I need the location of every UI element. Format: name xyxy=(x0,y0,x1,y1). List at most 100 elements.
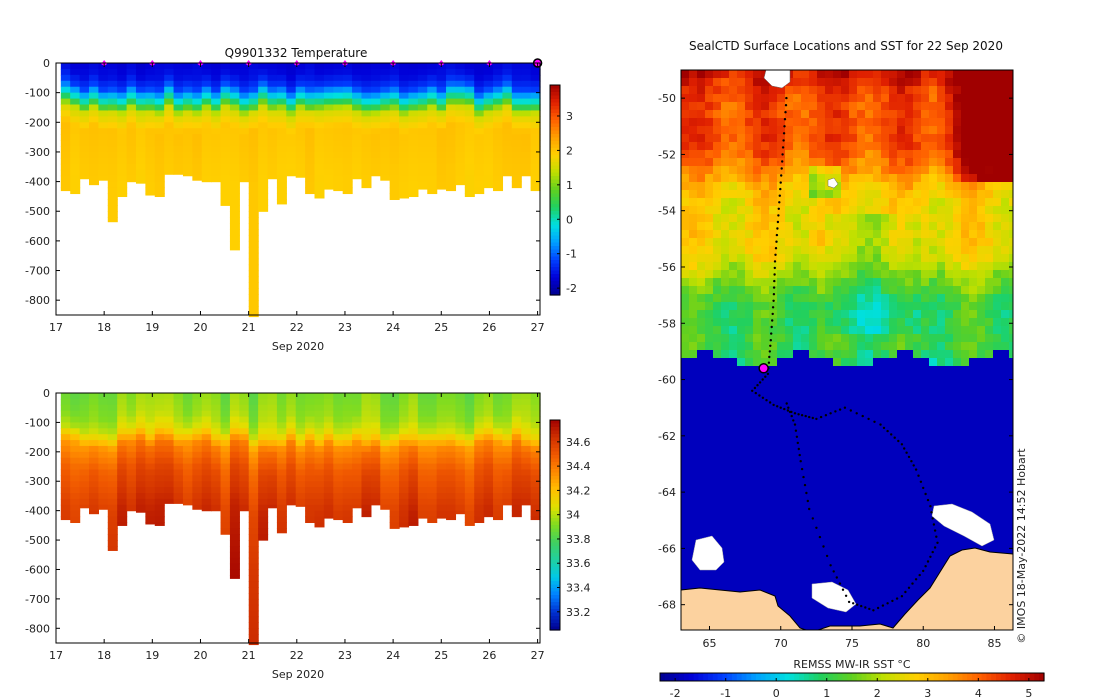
temperature-cell xyxy=(89,128,99,135)
sst-cell xyxy=(945,166,954,175)
sst-cell xyxy=(1001,70,1010,79)
sst-cell xyxy=(721,230,730,239)
temperature-cell xyxy=(107,217,118,223)
salinity-cell xyxy=(248,545,259,553)
sst-cell xyxy=(777,302,786,311)
temperature-cell xyxy=(192,63,203,70)
sst-cell xyxy=(865,358,874,367)
sst-cell xyxy=(929,486,938,495)
temperature-cell xyxy=(464,140,475,147)
sst-cell xyxy=(921,318,930,327)
temperature-cell xyxy=(455,128,466,135)
temperature-cell xyxy=(248,151,259,159)
sst-cell xyxy=(969,366,978,375)
sst-cell xyxy=(785,150,794,159)
sst-cell xyxy=(865,390,874,399)
sst-cell xyxy=(737,478,746,487)
sst-cell xyxy=(817,126,826,135)
sst-cell xyxy=(881,238,890,247)
sst-cell xyxy=(977,254,986,263)
salinity-cell xyxy=(135,481,146,488)
temperature-cell xyxy=(79,140,90,147)
sst-cell xyxy=(705,422,714,431)
temperature-cell xyxy=(370,116,381,123)
temperature-cell xyxy=(408,98,419,106)
sst-cell xyxy=(1009,70,1013,79)
sst-cell xyxy=(881,430,890,439)
temperature-cell xyxy=(323,157,334,165)
temperature-cell xyxy=(182,98,193,106)
sst-cell xyxy=(785,470,794,479)
sst-cell xyxy=(745,454,754,463)
temperature-cell xyxy=(446,68,457,76)
sst-cell xyxy=(737,510,746,519)
temperature-cell xyxy=(342,122,353,129)
sst-cell xyxy=(745,270,754,279)
sst-cell xyxy=(753,326,762,335)
sst-cell xyxy=(881,254,890,263)
salinity-cell xyxy=(361,510,372,518)
colorbar-swatch xyxy=(550,504,560,509)
salinity-cell xyxy=(154,516,165,524)
salinity-cell xyxy=(89,504,99,512)
salinity-cell xyxy=(192,475,203,482)
colorbar-swatch xyxy=(550,486,560,491)
sst-cell xyxy=(681,478,690,487)
sst-cell xyxy=(721,502,730,511)
sst-cell xyxy=(753,454,762,463)
sst-cell xyxy=(977,110,986,119)
sst-cell xyxy=(809,342,818,351)
salinity-cell xyxy=(135,410,146,418)
temperature-cell xyxy=(267,140,278,147)
sst-cell xyxy=(857,502,866,511)
sst-cell xyxy=(961,318,970,327)
sst-cell xyxy=(681,134,690,143)
colorbar-swatch xyxy=(550,444,560,449)
temperature-cell xyxy=(380,80,391,88)
sst-cell xyxy=(1009,278,1013,287)
salinity-cell xyxy=(201,445,212,453)
y-tick-label: -100 xyxy=(25,87,50,100)
salinity-cell xyxy=(192,457,203,465)
sst-cell xyxy=(857,510,866,519)
sst-cell xyxy=(945,390,954,399)
sst-cell xyxy=(889,350,898,359)
temperature-cell xyxy=(267,116,278,123)
temperature-cell xyxy=(333,134,344,141)
salinity-cell xyxy=(530,463,541,471)
sst-cell xyxy=(793,142,802,151)
sst-cell xyxy=(897,454,906,463)
temperature-cell xyxy=(530,104,541,112)
temperature-cell xyxy=(370,128,381,135)
temperature-cell xyxy=(333,98,344,106)
temperature-cell xyxy=(79,104,90,112)
temperature-cell xyxy=(446,110,457,117)
salinity-cell xyxy=(258,410,269,418)
salinity-cell xyxy=(446,398,457,406)
salinity-cell xyxy=(389,393,400,400)
sst-cell xyxy=(865,326,874,335)
temperature-cell xyxy=(361,181,372,189)
temperature-cell xyxy=(135,169,146,177)
salinity-cell xyxy=(70,487,81,494)
salinity-cell xyxy=(333,516,344,521)
salinity-cell xyxy=(201,457,212,465)
salinity-cell xyxy=(361,451,372,459)
temperature-cell xyxy=(89,134,99,141)
sst-cell xyxy=(985,494,994,503)
salinity-cell xyxy=(182,416,193,424)
salinity-cell xyxy=(135,428,146,435)
salinity-cell xyxy=(436,445,447,453)
sst-cell xyxy=(689,430,698,439)
sst-cell xyxy=(985,94,994,103)
salinity-cell xyxy=(530,510,541,518)
sst-cell xyxy=(793,70,802,79)
temperature-cell xyxy=(182,92,193,100)
temperature-cell xyxy=(314,146,325,153)
temperature-cell xyxy=(314,151,325,159)
sst-cell xyxy=(689,230,698,239)
sst-cell xyxy=(689,438,698,447)
temperature-cell xyxy=(145,74,156,82)
sst-cell xyxy=(681,438,690,447)
sst-cell xyxy=(881,222,890,231)
